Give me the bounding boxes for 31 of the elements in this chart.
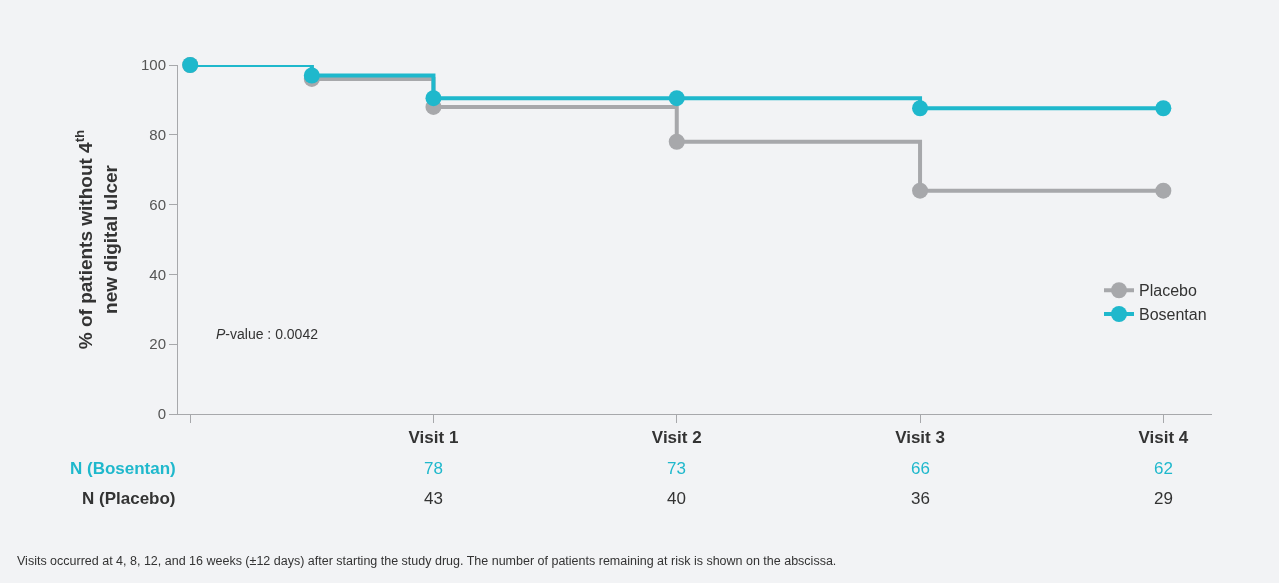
text: 36 [911, 489, 930, 508]
text: 66 [911, 459, 930, 478]
y-tick-label: 80 [149, 126, 166, 144]
text: 62 [1154, 459, 1173, 478]
text: 40 [667, 489, 686, 508]
text: Visits occurred at 4, 8, 12, and 16 weeks (±12 days) after starting the study drug. The number of patients remaining at risk is shown on the abscissa. [17, 554, 837, 568]
text: N (Bosentan) [70, 459, 176, 478]
y-tick-label: 40 [149, 265, 166, 283]
x-tick-label: Visit 2 [651, 428, 702, 448]
legend-label: Placebo [1139, 282, 1197, 300]
text: N (Placebo) [82, 489, 176, 508]
text: 43 [424, 489, 443, 508]
text: 73 [667, 459, 686, 478]
legend-label: Bosentan [1139, 306, 1207, 324]
y-tick-label: 100 [140, 56, 166, 74]
point [1155, 182, 1172, 199]
y-tick-label: 20 [149, 335, 166, 353]
point [668, 133, 685, 150]
x-tick-label: Visit 4 [1138, 428, 1189, 448]
x-tick-label: Visit 1 [408, 428, 459, 448]
point [912, 182, 929, 199]
point [1155, 100, 1172, 117]
point [912, 100, 929, 117]
point [425, 90, 442, 107]
x-tick-label: Visit 3 [895, 428, 945, 448]
point [668, 90, 685, 107]
text: 78 [424, 459, 443, 478]
text: 29 [1154, 489, 1173, 508]
y-tick-label: 0 [157, 405, 166, 423]
y-tick-label: 60 [149, 195, 166, 213]
annotation: P-value : 0.0042 [216, 326, 319, 342]
